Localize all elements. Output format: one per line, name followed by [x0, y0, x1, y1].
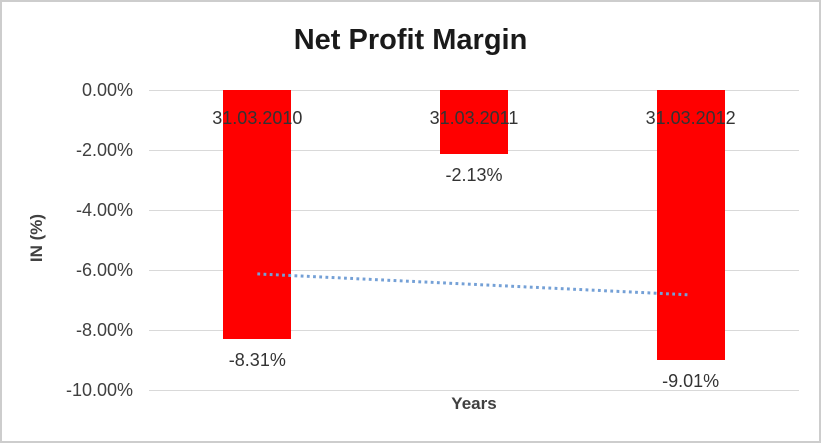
- gridline: [149, 209, 799, 211]
- y-tick-label: -2.00%: [75, 140, 133, 160]
- x-axis-title: Years: [451, 394, 497, 413]
- gridline: [149, 329, 799, 331]
- chart-title: Net Profit Margin: [293, 24, 528, 56]
- bar-category-label: 31.03.2010: [212, 108, 303, 128]
- gridline: [149, 389, 799, 391]
- y-tick-label: -10.00%: [65, 380, 133, 400]
- bar-31.03.2011: [440, 90, 508, 154]
- y-tick-label: -4.00%: [75, 200, 133, 220]
- bar-31.03.2012: [656, 90, 725, 361]
- bar-value-label: -9.01%: [662, 371, 720, 392]
- bar-category-label: 31.03.2012: [645, 108, 736, 128]
- bar-category-label: 31.03.2011: [429, 108, 519, 128]
- gridline: [149, 269, 799, 271]
- bar-value-label: -2.13%: [445, 164, 503, 185]
- y-tick-label: 0.00%: [81, 80, 133, 100]
- bar-31.03.2010: [223, 90, 292, 340]
- bar-value-label: -8.31%: [228, 350, 286, 371]
- y-tick-label: -6.00%: [75, 260, 133, 280]
- y-tick-label: -8.00%: [75, 320, 133, 340]
